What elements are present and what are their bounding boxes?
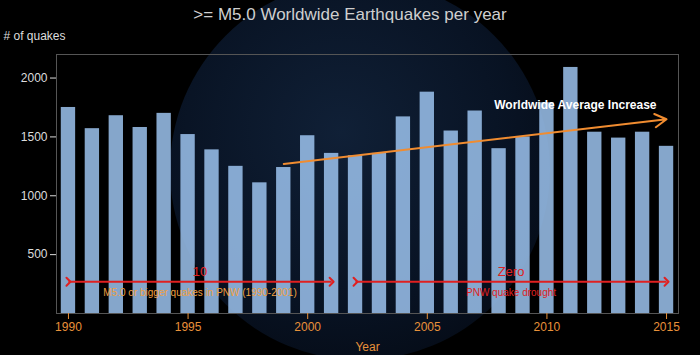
svg-text:2000: 2000: [294, 320, 321, 334]
svg-text:500: 500: [27, 247, 47, 261]
svg-text:10: 10: [193, 264, 207, 279]
svg-text:1000: 1000: [21, 189, 48, 203]
svg-text:# of quakes: # of quakes: [4, 29, 66, 43]
html-text:>= M5.0 Worldwide Earthquakes: >= M5.0 Worldwide Earthquakes per year: [193, 5, 507, 24]
svg-text:2015: 2015: [653, 320, 680, 334]
svg-text:PNW quake drought: PNW quake drought: [466, 287, 556, 298]
svg-text:Worldwide Average Increase: Worldwide Average Increase: [494, 98, 657, 112]
svg-text:M5.0 or bigger quakes in PNW (: M5.0 or bigger quakes in PNW (1990-2001): [103, 287, 296, 298]
svg-text:1990: 1990: [55, 320, 82, 334]
svg-text:2010: 2010: [534, 320, 561, 334]
svg-text:1995: 1995: [175, 320, 202, 334]
svg-text:2005: 2005: [414, 320, 441, 334]
svg-text:Year: Year: [355, 340, 379, 354]
svg-text:Zero: Zero: [498, 264, 525, 279]
svg-text:1500: 1500: [21, 130, 48, 144]
svg-text:2000: 2000: [21, 71, 48, 85]
